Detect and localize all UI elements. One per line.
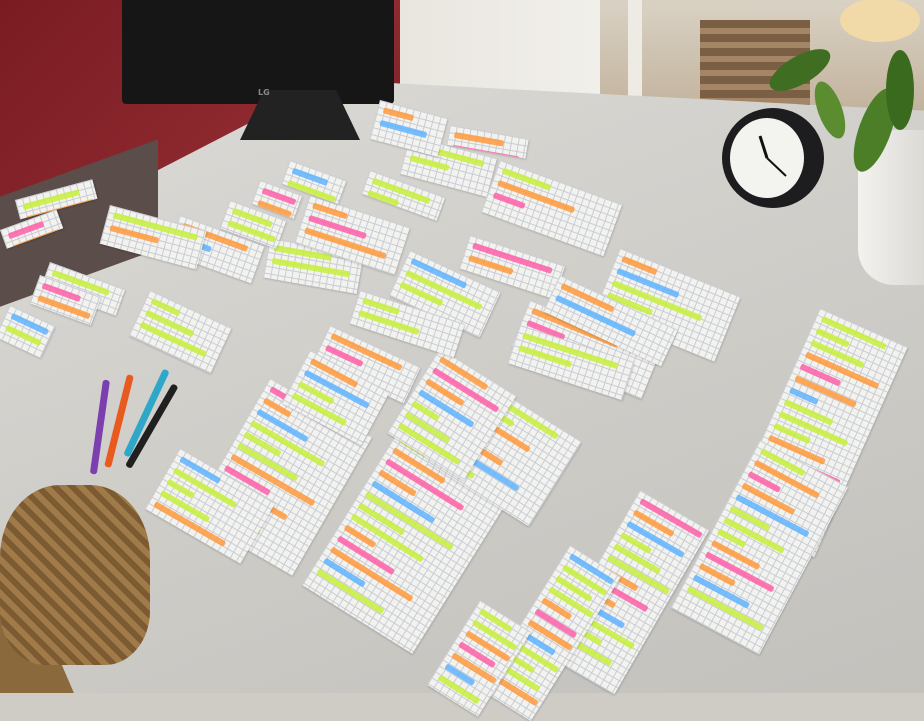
hour-hand: [758, 135, 769, 159]
wicker-basket: [0, 485, 150, 665]
highlight-stroke: [453, 131, 505, 147]
minute-hand: [766, 157, 787, 177]
clock-hands: [758, 135, 787, 177]
highlight-stroke: [409, 154, 450, 172]
monitor-stand: [240, 90, 360, 140]
highlight-stroke: [492, 192, 526, 209]
highlight-stroke: [364, 491, 454, 551]
highlight-stroke: [379, 119, 427, 138]
monitor: [122, 0, 394, 104]
highlight-stroke: [271, 257, 351, 278]
highlight-stroke: [322, 557, 366, 588]
leaf: [814, 81, 846, 139]
flower-leaves: [769, 0, 920, 172]
leaf: [769, 49, 831, 91]
gerbera-flower: [840, 0, 920, 42]
monitor-logo: LG: [258, 88, 270, 97]
leaf: [886, 50, 914, 130]
leaf: [853, 88, 897, 172]
highlight-stroke: [382, 107, 415, 122]
